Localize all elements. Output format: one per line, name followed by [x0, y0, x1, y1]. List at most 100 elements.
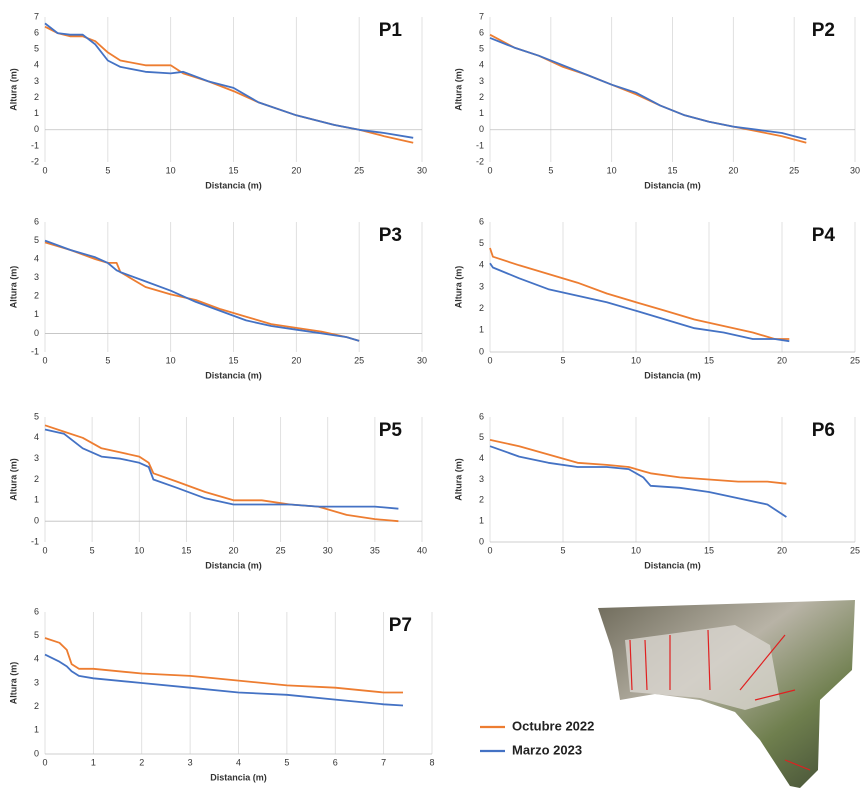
y-tick-label: 2 [34, 701, 39, 711]
chart-title: P1 [379, 20, 403, 41]
x-tick-label: 40 [417, 545, 427, 555]
aerial-photo [598, 600, 855, 788]
y-tick-label: 0 [34, 328, 39, 338]
y-axis-label: Altura (m) [8, 458, 18, 501]
y-tick-label: 5 [479, 44, 484, 54]
x-tick-label: 15 [181, 545, 191, 555]
x-tick-label: 10 [631, 355, 641, 365]
y-tick-label: 1 [34, 725, 39, 735]
y-tick-label: 4 [479, 260, 484, 270]
x-tick-label: 30 [850, 165, 860, 175]
x-tick-label: 20 [291, 355, 301, 365]
chart-panel: 0 5 10 15 20 25 0 1 2 3 4 5 6 P6 Distancia (m) Altura (… [453, 411, 860, 570]
y-tick-label: 0 [34, 124, 39, 134]
y-tick-label: 3 [34, 453, 39, 463]
y-tick-label: 3 [479, 281, 484, 291]
y-tick-label: 4 [34, 654, 39, 664]
x-tick-label: 25 [354, 355, 364, 365]
series-line [489, 247, 790, 340]
x-tick-label: 4 [236, 757, 241, 767]
chart-panel: 0 5 10 15 20 25 0 1 2 3 4 5 6 P4 Distancia (m) Altura (… [453, 216, 860, 380]
y-tick-label: 4 [34, 254, 39, 264]
x-axis-label: Distancia (m) [205, 180, 262, 190]
x-tick-label: 5 [560, 355, 565, 365]
x-tick-label: 35 [370, 545, 380, 555]
series-line [489, 262, 790, 343]
y-tick-label: 3 [34, 272, 39, 282]
y-axis-label: Altura (m) [8, 266, 18, 309]
y-tick-label: 3 [34, 76, 39, 86]
y-tick-label: 1 [34, 495, 39, 505]
y-tick-label: 2 [34, 291, 39, 301]
y-tick-label: 0 [479, 346, 484, 356]
x-tick-label: 15 [704, 545, 714, 555]
chart-title: P2 [812, 20, 835, 41]
x-axis-label: Distancia (m) [210, 772, 267, 782]
x-tick-label: 5 [105, 355, 110, 365]
x-tick-label: 25 [354, 165, 364, 175]
series-line [489, 37, 807, 141]
y-tick-label: 2 [479, 495, 484, 505]
x-tick-label: 8 [429, 757, 434, 767]
x-tick-label: 5 [284, 757, 289, 767]
y-tick-label: 0 [34, 516, 39, 526]
x-tick-label: 0 [487, 545, 492, 555]
x-tick-label: 3 [188, 757, 193, 767]
y-tick-label: 5 [34, 630, 39, 640]
y-tick-label: 4 [479, 453, 484, 463]
series-line [489, 445, 787, 518]
y-tick-label: 6 [34, 606, 39, 616]
y-axis-label: Altura (m) [8, 662, 18, 705]
x-tick-label: 25 [789, 165, 799, 175]
chart-title: P3 [379, 225, 402, 246]
x-tick-label: 30 [417, 165, 427, 175]
x-tick-label: 10 [166, 355, 176, 365]
x-axis-label: Distancia (m) [205, 560, 262, 570]
chart-title: P7 [389, 615, 412, 636]
x-axis-label: Distancia (m) [644, 370, 701, 380]
y-tick-label: 1 [479, 516, 484, 526]
y-tick-label: -1 [31, 346, 39, 356]
y-tick-label: -1 [476, 140, 484, 150]
chart-title: P5 [379, 420, 403, 441]
y-tick-label: -2 [31, 156, 39, 166]
y-tick-label: 5 [34, 235, 39, 245]
x-tick-label: 20 [728, 165, 738, 175]
y-tick-label: 5 [34, 44, 39, 54]
y-tick-label: 7 [479, 11, 484, 21]
y-tick-label: -2 [476, 156, 484, 166]
y-tick-label: -1 [31, 140, 39, 150]
y-tick-label: 6 [479, 411, 484, 421]
x-axis-label: Distancia (m) [644, 180, 701, 190]
x-tick-label: 0 [42, 355, 47, 365]
y-tick-label: 3 [479, 76, 484, 86]
x-tick-label: 0 [42, 545, 47, 555]
legend-label: Marzo 2023 [512, 742, 582, 757]
x-tick-label: 30 [323, 545, 333, 555]
legend: Octubre 2022 Marzo 2023 [480, 718, 594, 757]
x-tick-label: 0 [487, 355, 492, 365]
x-tick-label: 5 [560, 545, 565, 555]
y-tick-label: 5 [34, 411, 39, 421]
chart-title: P6 [812, 420, 835, 441]
chart-title: P4 [812, 225, 836, 246]
y-tick-label: 0 [479, 536, 484, 546]
x-tick-label: 20 [228, 545, 238, 555]
x-tick-label: 20 [777, 355, 787, 365]
x-tick-label: 6 [333, 757, 338, 767]
y-tick-label: 1 [479, 108, 484, 118]
series-line [44, 22, 414, 139]
series-line [489, 439, 787, 485]
x-tick-label: 15 [667, 165, 677, 175]
y-tick-label: 0 [479, 124, 484, 134]
x-tick-label: 2 [139, 757, 144, 767]
y-tick-label: 3 [34, 677, 39, 687]
x-tick-label: 25 [276, 545, 286, 555]
y-tick-label: 6 [34, 27, 39, 37]
y-tick-label: 2 [34, 92, 39, 102]
y-tick-label: 5 [479, 238, 484, 248]
x-tick-label: 7 [381, 757, 386, 767]
y-tick-label: 4 [479, 60, 484, 70]
